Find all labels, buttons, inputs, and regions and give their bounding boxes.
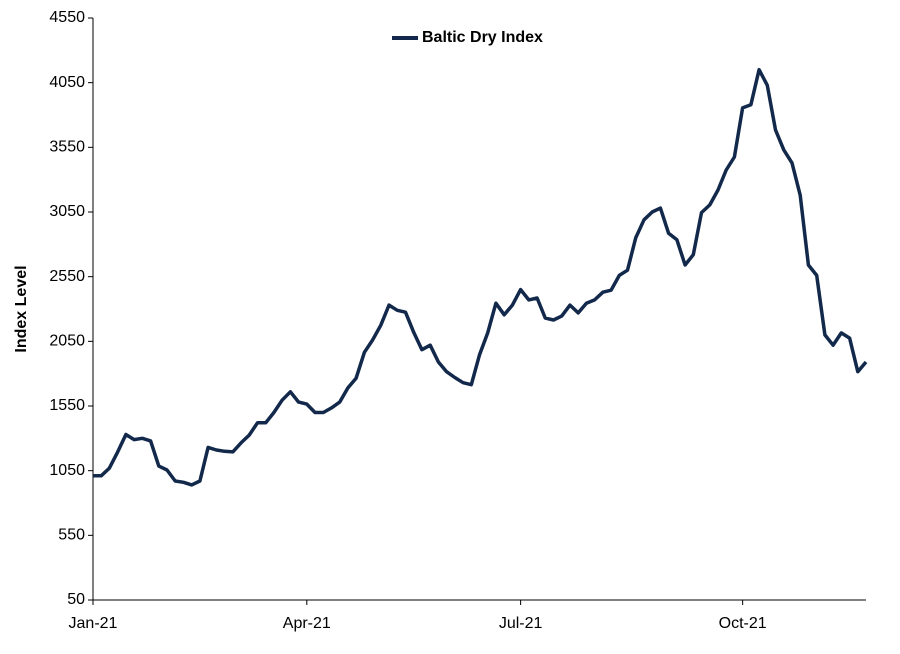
y-tick-label: 4050 bbox=[49, 74, 85, 91]
x-tick-label: Jan-21 bbox=[69, 615, 118, 632]
y-tick-label: 1550 bbox=[49, 397, 85, 414]
legend-label: Baltic Dry Index bbox=[422, 29, 543, 46]
x-tick-label: Apr-21 bbox=[283, 615, 331, 632]
y-tick-label: 550 bbox=[58, 527, 85, 544]
y-tick-label: 3050 bbox=[49, 203, 85, 220]
x-tick-label: Oct-21 bbox=[719, 615, 767, 632]
y-tick-label: 2550 bbox=[49, 268, 85, 285]
y-tick-label: 1050 bbox=[49, 462, 85, 479]
y-tick-label: 50 bbox=[67, 591, 85, 608]
x-tick-label: Jul-21 bbox=[499, 615, 543, 632]
y-tick-label: 4550 bbox=[49, 9, 85, 26]
y-tick-label: 2050 bbox=[49, 333, 85, 350]
line-series bbox=[93, 67, 868, 487]
y-tick-label: 3550 bbox=[49, 139, 85, 156]
y-axis-title: Index Level bbox=[13, 265, 30, 352]
